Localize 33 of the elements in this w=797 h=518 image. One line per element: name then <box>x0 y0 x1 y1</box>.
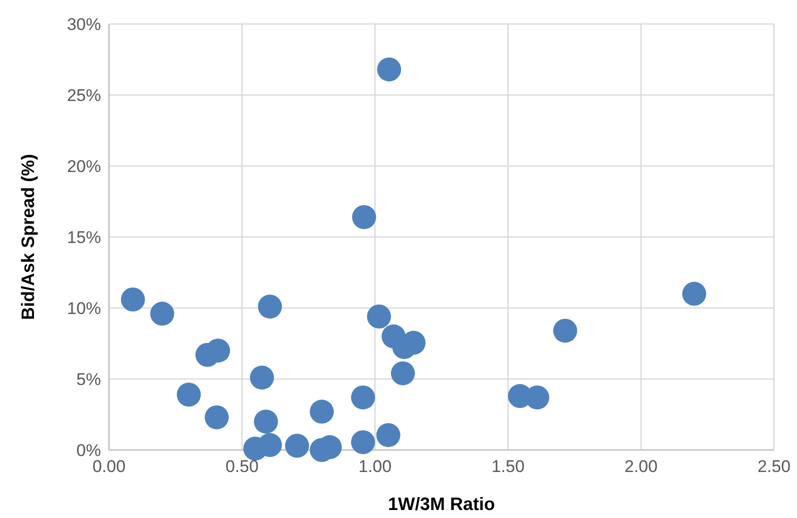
point <box>377 57 402 82</box>
point <box>204 405 229 430</box>
x-tick-label: 2.00 <box>624 457 658 476</box>
point <box>366 304 391 329</box>
point <box>682 282 706 306</box>
y-tick-label: 5% <box>76 370 101 389</box>
point <box>254 410 278 434</box>
point <box>120 287 145 312</box>
x-tick-label: 0.50 <box>225 457 259 476</box>
x-tick-label: 1.50 <box>491 457 525 476</box>
point <box>553 318 578 343</box>
y-axis-title: Bid/Ask Spread (%) <box>18 154 38 320</box>
point <box>351 385 376 410</box>
y-tick-label: 0% <box>76 441 101 460</box>
y-tick-label: 15% <box>66 228 101 247</box>
point <box>351 430 376 454</box>
y-tick-label: 10% <box>66 299 101 318</box>
point <box>310 400 334 424</box>
y-tick-label: 30% <box>66 15 101 34</box>
y-tick-label: 20% <box>66 157 101 176</box>
point <box>376 423 400 448</box>
point <box>258 294 282 319</box>
point <box>176 382 201 407</box>
point <box>390 361 415 386</box>
x-tick-label: 0.00 <box>92 457 126 476</box>
x-axis-title: 1W/3M Ratio <box>388 494 496 514</box>
point <box>150 302 174 326</box>
point <box>352 205 376 230</box>
x-tick-label: 2.50 <box>757 457 791 476</box>
x-tick-label: 1.00 <box>358 457 392 476</box>
point <box>285 434 310 458</box>
y-tick-label: 25% <box>66 86 101 105</box>
point <box>250 366 274 390</box>
